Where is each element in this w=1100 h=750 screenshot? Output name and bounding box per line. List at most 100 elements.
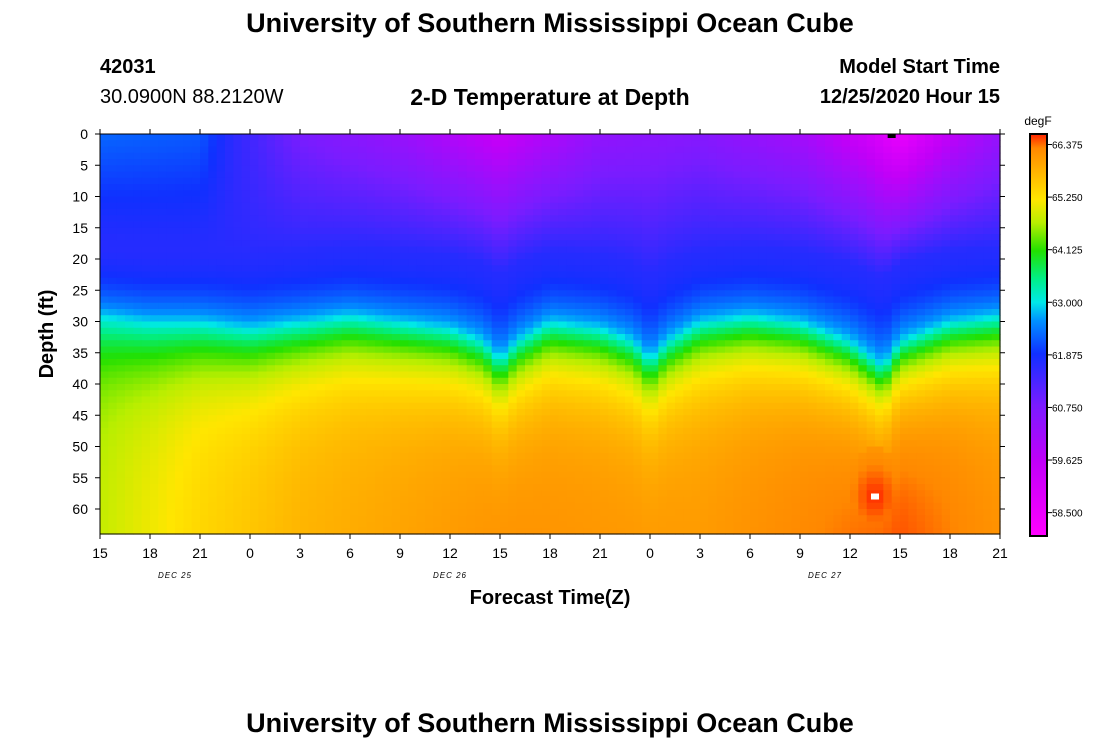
heatmap-cell — [466, 152, 476, 160]
heatmap-cell — [941, 259, 951, 266]
heatmap-cell — [600, 284, 609, 291]
heatmap-cell — [425, 321, 434, 329]
heatmap-cell — [991, 359, 1001, 366]
heatmap-cell — [850, 277, 859, 285]
heatmap-cell — [483, 165, 493, 173]
heatmap-cell — [600, 265, 609, 273]
heatmap-cell — [425, 302, 434, 310]
heatmap-cell — [475, 184, 484, 191]
heatmap-cell — [991, 196, 1001, 204]
heatmap-cell — [933, 346, 943, 354]
heatmap-cell — [975, 415, 984, 423]
heatmap-cell — [175, 377, 184, 385]
heatmap-cell — [241, 252, 251, 260]
heatmap-cell — [325, 252, 334, 260]
heatmap-cell — [208, 365, 218, 373]
heatmap-cell — [458, 240, 468, 248]
heatmap-cell — [600, 359, 609, 366]
heatmap-cell — [883, 184, 893, 191]
heatmap-cell — [366, 184, 376, 191]
heatmap-cell — [383, 402, 393, 410]
heatmap-cell — [566, 240, 576, 248]
heatmap-cell — [141, 221, 151, 229]
heatmap-cell — [675, 321, 684, 329]
heatmap-cell — [541, 215, 551, 223]
heatmap-cell — [491, 296, 501, 304]
heatmap-cell — [550, 259, 559, 266]
heatmap-cell — [641, 171, 651, 179]
heatmap-cell — [833, 277, 843, 285]
heatmap-cell — [225, 271, 234, 279]
heatmap-cell — [558, 396, 568, 404]
heatmap-cell — [250, 359, 259, 366]
heatmap-cell — [391, 352, 401, 360]
heatmap-cell — [375, 259, 384, 266]
heatmap-cell — [100, 159, 109, 166]
heatmap-cell — [441, 240, 451, 248]
heatmap-cell — [850, 309, 859, 316]
heatmap-cell — [708, 234, 718, 241]
heatmap-cell — [175, 140, 184, 148]
heatmap-cell — [591, 296, 601, 304]
heatmap-cell — [591, 184, 601, 191]
heatmap-cell — [950, 390, 959, 398]
heatmap-cell — [975, 152, 984, 160]
heatmap-cell — [408, 134, 418, 141]
heatmap-cell — [616, 415, 626, 423]
heatmap-cell — [650, 171, 659, 179]
heatmap-cell — [575, 221, 584, 229]
heatmap-cell — [891, 146, 901, 154]
heatmap-cell — [433, 252, 443, 260]
heatmap-cell — [266, 240, 276, 248]
heatmap-cell — [325, 377, 334, 385]
heatmap-cell — [416, 196, 426, 204]
heatmap-cell — [983, 315, 993, 323]
heatmap-cell — [158, 390, 168, 398]
heatmap-cell — [775, 327, 784, 335]
heatmap-cell — [241, 202, 251, 210]
heatmap-cell — [566, 196, 576, 204]
heatmap-cell — [675, 359, 684, 366]
heatmap-cell — [191, 271, 201, 279]
heatmap-cell — [416, 271, 426, 279]
heatmap-cell — [191, 359, 201, 366]
heatmap-cell — [983, 309, 993, 316]
heatmap-cell — [208, 152, 218, 160]
heatmap-cell — [241, 296, 251, 304]
heatmap-cell — [591, 177, 601, 185]
heatmap-cell — [766, 346, 776, 354]
heatmap-cell — [300, 365, 309, 373]
heatmap-cell — [175, 421, 184, 429]
heatmap-cell — [200, 171, 209, 179]
heatmap-cell — [625, 296, 634, 304]
heatmap-cell — [200, 365, 209, 373]
heatmap-cell — [900, 240, 909, 248]
heatmap-cell — [841, 252, 851, 260]
heatmap-cell — [716, 340, 726, 348]
heatmap-cell — [391, 284, 401, 291]
heatmap-cell — [558, 377, 568, 385]
heatmap-cell — [650, 190, 659, 198]
heatmap-cell — [958, 246, 968, 254]
heatmap-cell — [683, 290, 693, 298]
heatmap-cell — [533, 359, 543, 366]
heatmap-cell — [633, 177, 643, 185]
heatmap-cell — [875, 346, 884, 354]
heatmap-cell — [441, 190, 451, 198]
heatmap-cell — [391, 165, 401, 173]
heatmap-cell — [525, 334, 534, 341]
heatmap-cell — [875, 209, 884, 216]
heatmap-cell — [675, 296, 684, 304]
heatmap-cell — [375, 202, 384, 210]
heatmap-cell — [500, 202, 509, 210]
heatmap-cell — [658, 334, 668, 341]
heatmap-cell — [266, 184, 276, 191]
heatmap-cell — [808, 321, 818, 329]
heatmap-cell — [333, 134, 343, 141]
heatmap-cell — [991, 252, 1001, 260]
heatmap-cell — [258, 190, 268, 198]
heatmap-cell — [625, 165, 634, 173]
heatmap-cell — [125, 359, 134, 366]
heatmap-cell — [700, 402, 709, 410]
heatmap-cell — [808, 371, 818, 379]
